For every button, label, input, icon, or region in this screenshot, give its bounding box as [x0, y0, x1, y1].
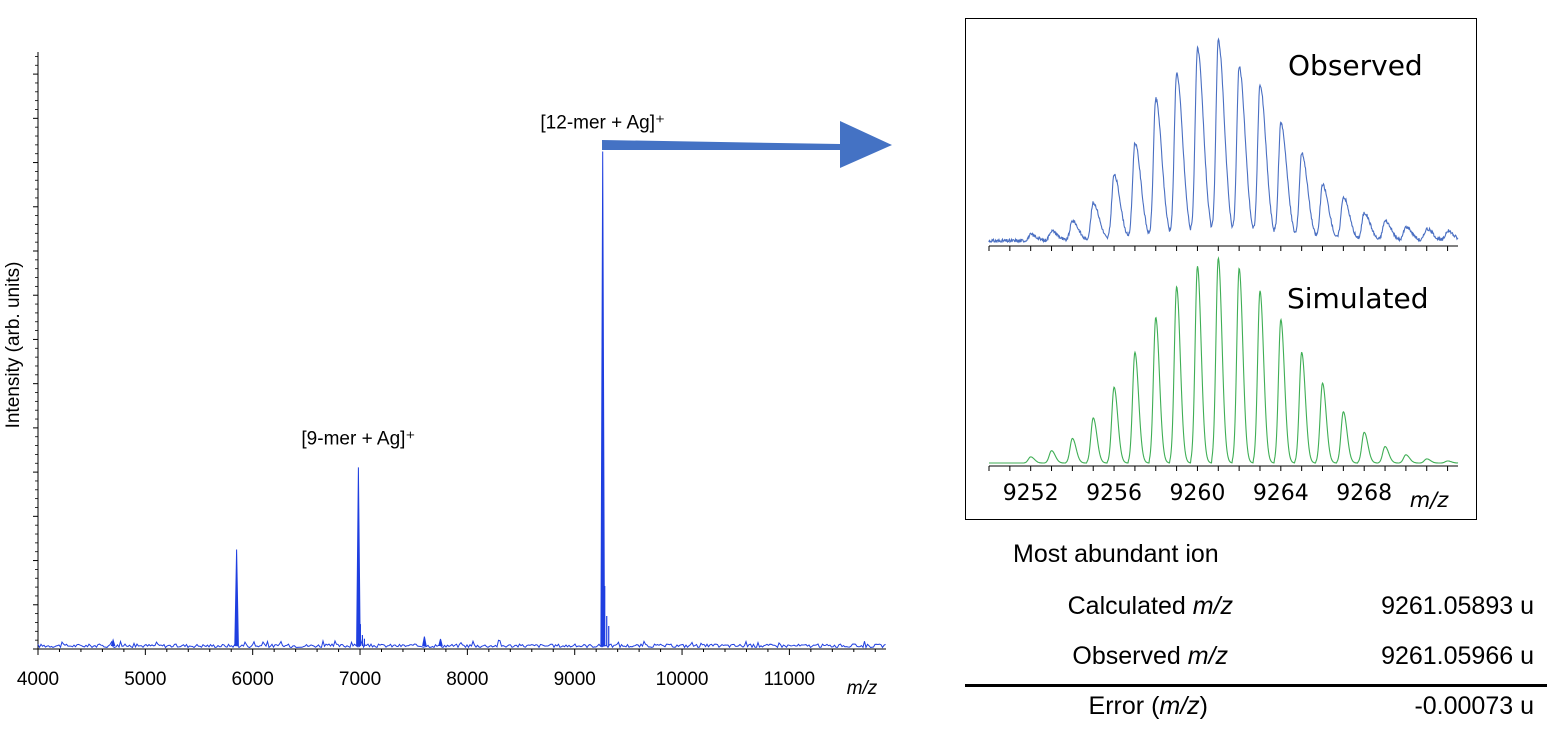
zoom-arrow	[602, 121, 892, 168]
x-tick-label: 4000	[17, 669, 59, 690]
x-tick-label: 10000	[656, 669, 709, 690]
isotope-pattern-inset: 9252 9256 9260 9264 9268 m/z Observed Simulat…	[965, 18, 1477, 520]
results-heading-text: Most abundant ion	[1013, 540, 1219, 568]
x-tick-label: 11000	[764, 669, 815, 690]
calculated-mz-italic: m/z	[1192, 592, 1233, 620]
error-label: Error (m/z)	[1089, 692, 1208, 721]
observed-mz-value: 9261.05966 u	[1381, 642, 1534, 670]
spectrum-peak	[234, 549, 239, 647]
calculated-mz-label: Calculated m/z	[1068, 592, 1233, 621]
inset-x-tick-label: 9252	[1003, 481, 1059, 506]
x-tick-label: 7000	[339, 669, 381, 690]
spectrum-peak	[356, 467, 361, 647]
spectrum-peak	[110, 638, 116, 647]
peak-annotation: [9-mer + Ag]⁺	[301, 428, 415, 449]
x-tick-label: 6000	[232, 669, 274, 690]
inset-x-tick-label: 9268	[1336, 481, 1392, 506]
spectrum-baseline	[37, 638, 886, 650]
observed-label-text: Observed	[1072, 642, 1181, 670]
error-paren-open: (	[1151, 692, 1160, 720]
peak-annotation: [12-mer + Ag]⁺	[540, 113, 665, 134]
observed-mz-label: Observed m/z	[1072, 642, 1228, 671]
observed-isotope-trace	[988, 37, 1459, 244]
x-tick-label: 9000	[554, 669, 596, 690]
error-value: -0.00073 u	[1414, 692, 1534, 720]
spectrum-peak	[422, 636, 427, 647]
spectrum-peak	[600, 151, 605, 647]
inset-x-tick-label: 9260	[1169, 481, 1225, 506]
error-paren-close: )	[1199, 692, 1208, 720]
isotope-pattern-chart: 9252 9256 9260 9264 9268 m/z	[988, 37, 1459, 512]
x-axis-title: m/z	[847, 678, 878, 699]
calculated-label-text: Calculated	[1067, 592, 1186, 620]
calculated-mz-value: 9261.05893 u	[1381, 592, 1534, 620]
error-mz-italic: m/z	[1159, 692, 1200, 720]
inset-x-tick-label: 9264	[1253, 481, 1309, 506]
inset-x-axis-title: m/z	[1410, 488, 1450, 512]
results-divider	[965, 684, 1547, 687]
simulated-isotope-trace	[989, 256, 1459, 464]
spectrum-peak	[438, 638, 443, 647]
inset-x-tick-label: 9256	[1086, 481, 1142, 506]
arrow-shape	[602, 121, 892, 168]
simulated-title: Simulated	[1287, 282, 1429, 315]
error-label-text: Error	[1088, 692, 1145, 720]
mass-accuracy-table: Most abundant ion Calculated m/z 9261.05…	[965, 530, 1550, 730]
results-heading: Most abundant ion	[1013, 540, 1219, 569]
observed-mz-italic: m/z	[1187, 642, 1228, 670]
mass-spectrum-chart: 4000 5000 6000 7000 8000 9000 10000 11000 m/z Int…	[3, 52, 886, 699]
x-tick-label: 8000	[446, 669, 488, 690]
observed-title: Observed	[1288, 49, 1423, 82]
y-axis-title: Intensity (arb. units)	[3, 262, 24, 429]
x-tick-label: 5000	[124, 669, 166, 690]
